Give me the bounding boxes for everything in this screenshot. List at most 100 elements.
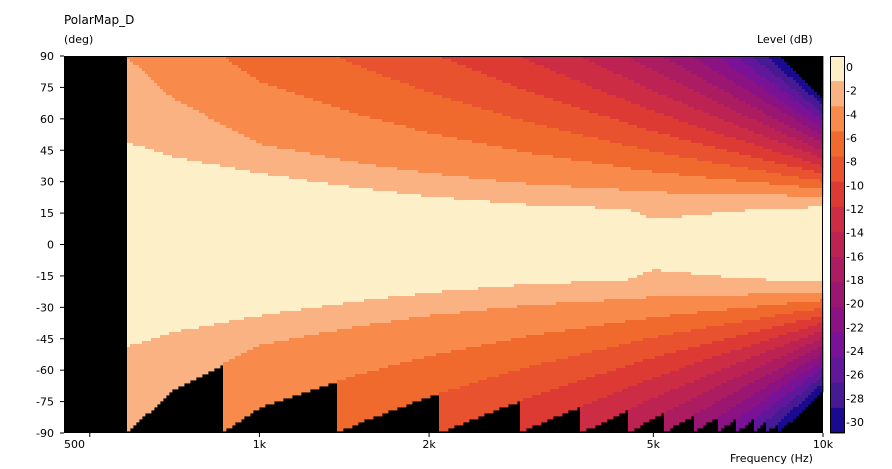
heatmap-cell (649, 338, 653, 360)
heatmap-cell (796, 377, 800, 387)
y-tick-label: 15 (40, 207, 54, 220)
heatmap-cell (469, 311, 473, 348)
heatmap-cell (577, 56, 581, 81)
heatmap-cell (388, 77, 392, 123)
heatmap-cell (754, 209, 758, 279)
heatmap-cell (814, 350, 818, 360)
heatmap-cell (298, 179, 302, 312)
heatmap-cell (514, 308, 518, 339)
heatmap-cell (352, 113, 356, 162)
heatmap-cell (790, 323, 794, 333)
y-tick-label: 30 (40, 176, 54, 189)
heatmap-cell (745, 413, 749, 426)
heatmap-cell (565, 302, 569, 330)
heatmap-cell (622, 344, 626, 369)
heatmap-cell (814, 140, 818, 150)
heatmap-cell (616, 56, 620, 75)
heatmap-cell (517, 119, 521, 153)
heatmap-cell (670, 98, 674, 117)
heatmap-cell (346, 302, 350, 330)
heatmap-cell (640, 107, 644, 129)
heatmap-cell (742, 278, 746, 297)
heatmap-cell (652, 173, 656, 192)
heatmap-cell (700, 161, 704, 177)
heatmap-cell (784, 74, 788, 84)
heatmap-cell (817, 380, 821, 387)
heatmap-cell (307, 98, 311, 153)
heatmap-cell (199, 113, 203, 162)
heatmap-cell (685, 350, 689, 366)
heatmap-cell (406, 170, 410, 195)
heatmap-cell (688, 125, 692, 141)
heatmap-cell (304, 98, 308, 153)
heatmap-cell (799, 395, 803, 405)
heatmap-cell (766, 317, 770, 330)
heatmap-cell (754, 146, 758, 159)
heatmap-cell (577, 107, 581, 135)
heatmap-cell (781, 419, 785, 429)
heatmap-cell (433, 56, 437, 96)
heatmap-cell (778, 173, 782, 186)
heatmap-cell (745, 104, 749, 117)
heatmap-cell (640, 86, 644, 108)
heatmap-cell (676, 314, 680, 333)
heatmap-cell (715, 212, 719, 276)
heatmap-cell (325, 104, 329, 159)
heatmap-cell (649, 272, 653, 297)
heatmap-cell (637, 212, 641, 276)
heatmap-cell (427, 317, 431, 357)
heatmap-cell (523, 89, 527, 123)
heatmap-cell (625, 281, 629, 300)
heatmap-cell (676, 137, 680, 156)
heatmap-cell (652, 56, 656, 72)
heatmap-cell (562, 284, 566, 303)
heatmap-cell (568, 302, 572, 330)
heatmap-cell (622, 146, 626, 168)
heatmap-cell (673, 314, 677, 333)
heatmap-cell (706, 275, 710, 297)
heatmap-cell (703, 65, 707, 81)
heatmap-cell (436, 56, 440, 96)
heatmap-cell (289, 311, 293, 339)
heatmap-cell (805, 83, 809, 93)
heatmap-cell (448, 98, 452, 138)
heatmap-cell (409, 194, 413, 297)
heatmap-cell (520, 284, 524, 306)
heatmap-cell (805, 371, 809, 381)
heatmap-cell (796, 368, 800, 378)
heatmap-cell (811, 335, 815, 345)
heatmap-cell (721, 59, 725, 75)
heatmap-cell (286, 92, 290, 150)
heatmap-cell (805, 209, 809, 282)
colorbar-swatch (830, 357, 845, 384)
heatmap-cell (589, 281, 593, 303)
heatmap-cell (739, 416, 743, 429)
heatmap-cell (811, 188, 815, 198)
heatmap-cell (694, 194, 698, 216)
heatmap-cell (790, 410, 794, 423)
heatmap-cell (796, 386, 800, 396)
heatmap-cell (379, 167, 383, 192)
heatmap-cell (808, 56, 812, 87)
heatmap-cell (292, 311, 296, 339)
heatmap-cell (736, 125, 740, 141)
colorbar: 0-2-4-6-8-10-12-14-16-18-20-22-24-26-28-… (830, 56, 864, 434)
heatmap-cell (502, 341, 506, 375)
heatmap-cell (499, 56, 503, 81)
heatmap-cell (802, 161, 806, 171)
heatmap-cell (799, 131, 803, 141)
heatmap-cell (352, 188, 356, 303)
heatmap-cell (748, 104, 752, 120)
heatmap-cell (214, 323, 218, 369)
heatmap-cell (133, 344, 137, 426)
heatmap-cell (484, 287, 488, 312)
heatmap-cell (655, 152, 659, 174)
heatmap-cell (532, 395, 536, 426)
heatmap-cell (739, 113, 743, 129)
heatmap-cell (760, 305, 764, 318)
heatmap-cell (610, 95, 614, 120)
heatmap-cell (751, 407, 755, 420)
heatmap-cell (646, 359, 650, 381)
heatmap-cell (733, 350, 737, 366)
heatmap-cell (379, 74, 383, 120)
